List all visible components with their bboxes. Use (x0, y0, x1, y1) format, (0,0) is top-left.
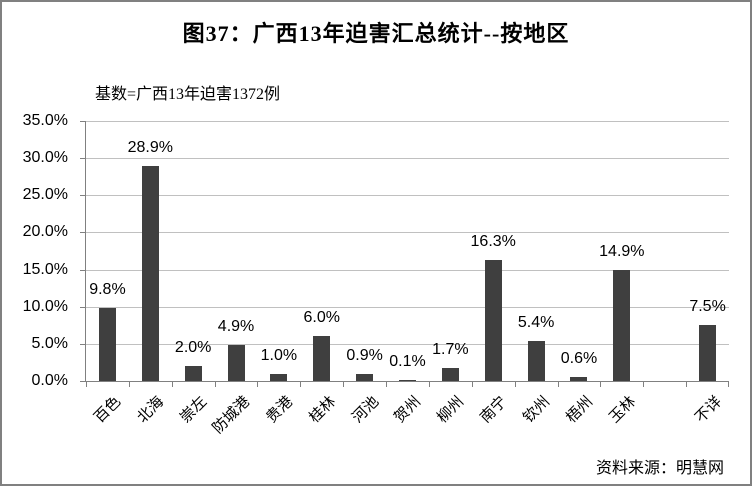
x-axis-tick (686, 381, 688, 387)
x-axis-tick (643, 381, 645, 387)
x-axis-tick (300, 381, 302, 387)
y-axis-tick (80, 381, 86, 382)
x-axis-tick (257, 381, 259, 387)
bar-value-label: 6.0% (303, 309, 340, 327)
plot-area: 35.0% 30.0% 25.0% 20.0% 15.0% 10.0% 5.0% 0.0% 9.… (23, 112, 729, 437)
bar-value-label: 16.3% (470, 232, 516, 250)
y-axis-tick (80, 232, 86, 234)
gridline (86, 269, 729, 271)
x-axis-label-text: 梧州 (563, 393, 597, 427)
y-axis-tick (80, 158, 86, 160)
y-axis-label: 30.0% (22, 149, 68, 167)
x-axis-label-text: 桂林 (306, 393, 339, 427)
y-axis-label: 20.0% (22, 223, 68, 241)
y-axis-label: 0.0% (31, 372, 68, 389)
bar-value-label: 0.1% (389, 353, 426, 371)
x-axis-tick (514, 381, 516, 387)
x-axis-label-text: 玉林 (606, 393, 639, 427)
gridline (86, 343, 729, 345)
bar-value-label: 28.9% (127, 139, 173, 157)
x-axis-label-text: 柳州 (434, 393, 468, 427)
y-axis-label: 35.0% (22, 112, 68, 129)
x-axis-tick (728, 381, 729, 387)
bar-value-label: 9.8% (89, 281, 126, 299)
x-axis-tick (471, 381, 473, 387)
bar (98, 308, 116, 381)
x-axis-label-text: 不详 (692, 393, 725, 427)
x-axis-tick (600, 381, 602, 387)
x-axis-tick (86, 381, 87, 387)
bar (270, 373, 288, 381)
x-axis-tick (557, 381, 559, 387)
bar-value-label: 5.4% (517, 313, 555, 331)
bar-value-label: 4.9% (217, 317, 255, 335)
x-axis-tick (428, 381, 430, 387)
chart-title: 图37：广西13年迫害汇总统计--按地区 (182, 21, 570, 46)
bar (527, 340, 545, 381)
y-axis-label: 10.0% (22, 297, 68, 315)
base-count-note: 基数=广西13年迫害1372例 (95, 86, 281, 103)
bar-value-label: 1.7% (432, 341, 469, 359)
gridline (86, 195, 729, 197)
bar (184, 366, 202, 381)
x-axis-label-text: 南宁 (477, 393, 511, 427)
x-axis-tick (214, 381, 216, 387)
x-axis-label-text: 钦州 (520, 393, 554, 427)
bar-value-label: 2.0% (174, 339, 212, 357)
gridline (86, 121, 729, 122)
bar (441, 368, 459, 381)
bar (399, 380, 416, 381)
bar-value-label: 14.9% (599, 243, 645, 261)
gridline (86, 158, 729, 160)
bar-value-label: 1.0% (260, 346, 298, 364)
bar-value-label: 0.9% (346, 347, 383, 365)
x-axis-label-text: 百色 (92, 393, 125, 427)
y-axis-label: 15.0% (22, 260, 68, 278)
y-axis-label: 25.0% (22, 186, 68, 204)
bar (484, 259, 502, 381)
gridline (86, 232, 729, 234)
bar (141, 166, 159, 381)
bar-value-label: 7.5% (689, 298, 726, 316)
bar (356, 374, 374, 381)
y-axis-tick (80, 121, 86, 122)
y-axis-label: 5.0% (31, 334, 68, 352)
x-axis-label-text: 防城港 (210, 393, 254, 437)
x-axis-tick (386, 381, 388, 387)
x-axis-label-text: 贵港 (263, 393, 297, 427)
x-axis-label-text: 河池 (349, 393, 382, 427)
y-axis-tick (80, 306, 86, 308)
bar (313, 336, 331, 381)
x-axis-tick (343, 381, 345, 387)
y-axis-tick (80, 269, 86, 271)
x-axis-label-text: 北海 (134, 393, 168, 427)
bar (570, 376, 588, 381)
x-axis-label-text: 崇左 (177, 393, 211, 427)
y-axis-tick (80, 195, 86, 197)
bar (699, 325, 717, 381)
y-axis-tick (80, 343, 86, 345)
bar (227, 344, 245, 381)
source-note: 资料来源：明慧网 (595, 460, 724, 477)
bar-value-label: 0.6% (560, 349, 598, 367)
x-axis-tick (128, 381, 130, 387)
gridline (86, 306, 729, 308)
x-axis-tick (171, 381, 173, 387)
x-axis-label-text: 贺州 (392, 393, 425, 427)
bar (613, 270, 631, 381)
